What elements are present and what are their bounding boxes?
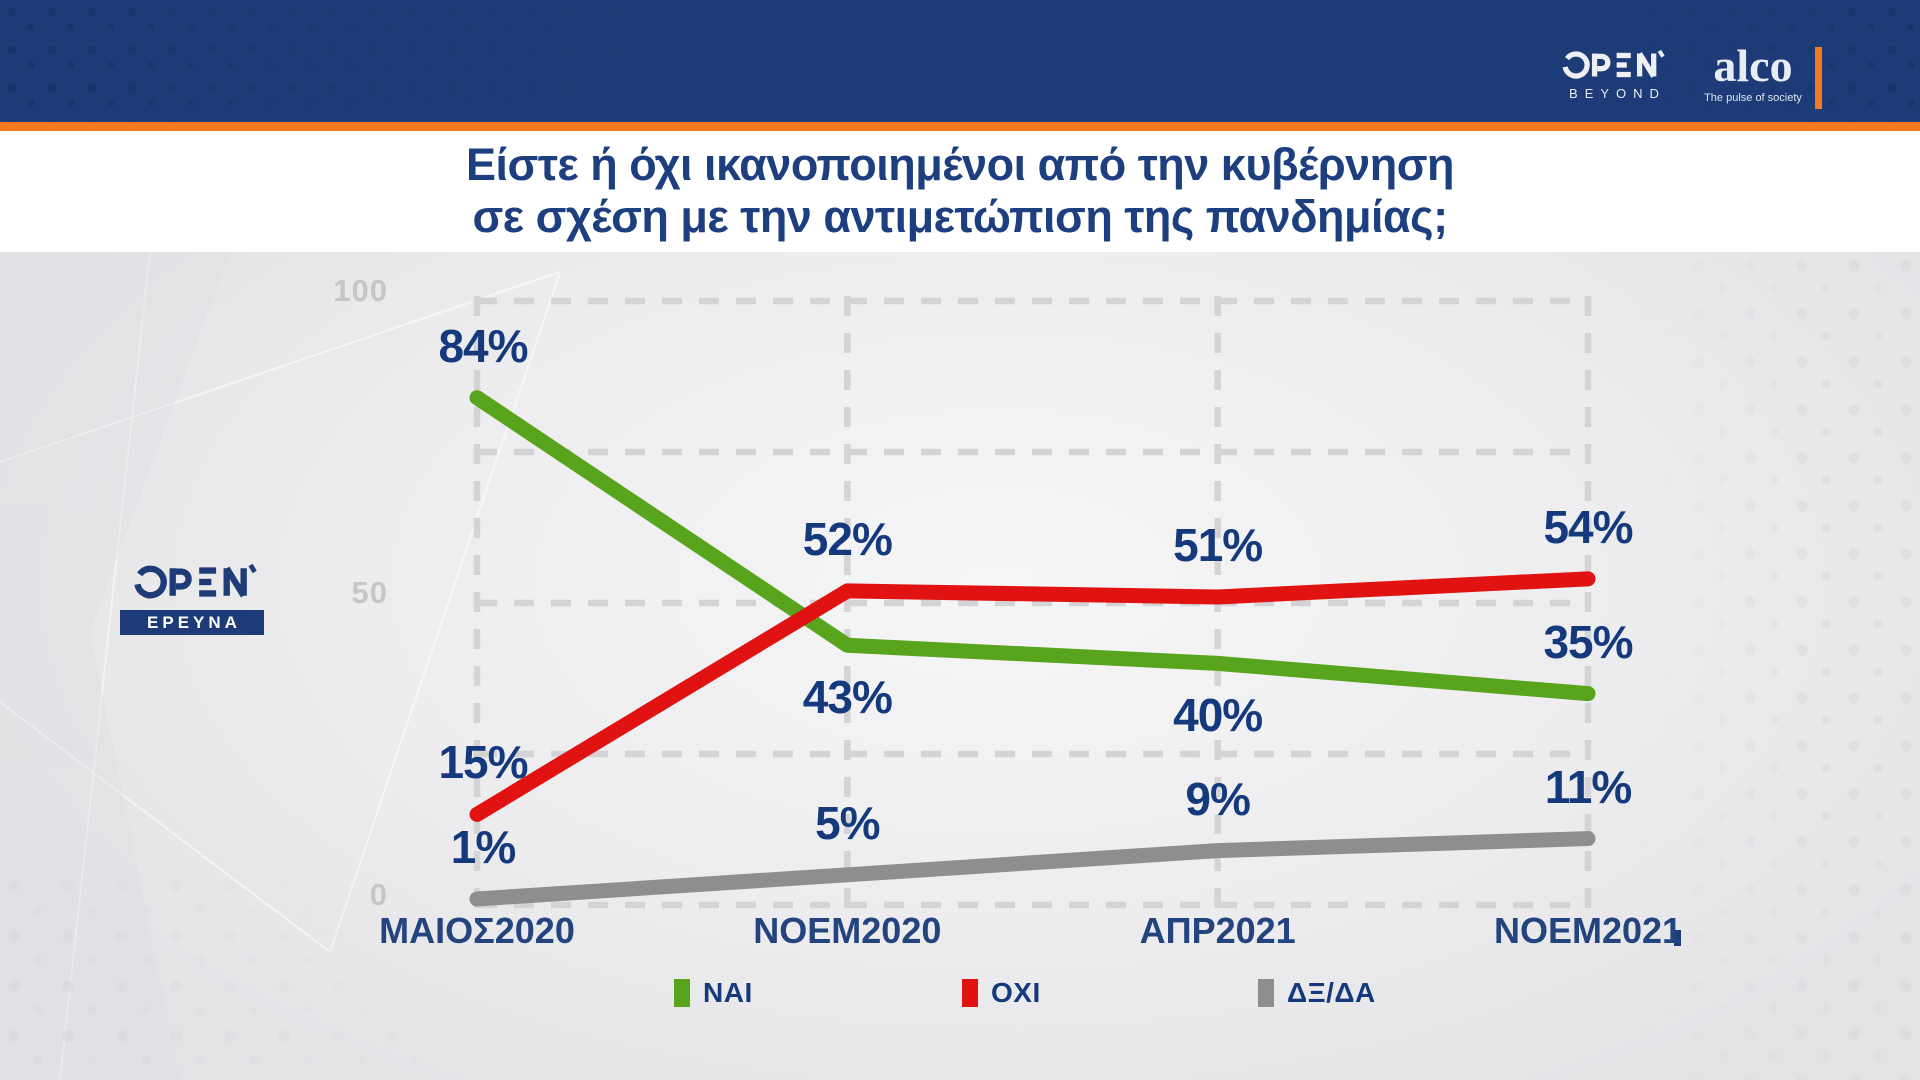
- edge-mark: [1674, 930, 1681, 946]
- ereyna-banner: ΕΡΕΥΝΑ: [120, 610, 264, 635]
- x-axis-label: ΝΟΕΜ2020: [753, 910, 942, 951]
- title-band: Είστε ή όχι ικανοποιημένοι από την κυβέρ…: [0, 131, 1920, 252]
- y-axis-tick: 50: [351, 575, 388, 610]
- header-bar: [0, 0, 1920, 122]
- ereyna-banner-text: ΕΡΕΥΝΑ: [147, 613, 241, 632]
- data-label-ΟΧΙ-ΝΟΕΜ2020: 52%: [802, 512, 893, 565]
- legend-swatch-icon: [962, 979, 978, 1007]
- x-axis-label: ΜΑΙΟΣ2020: [379, 910, 575, 951]
- data-label-ΝΑΙ-ΜΑΙΟΣ2020: 84%: [438, 319, 528, 372]
- data-label-ΟΧΙ-ΜΑΙΟΣ2020: 15%: [438, 736, 528, 789]
- legend-swatch-icon: [1258, 979, 1274, 1007]
- y-axis-tick: 100: [333, 273, 388, 308]
- legend-item-ΔΞ/ΔΑ: ΔΞ/ΔΑ: [1258, 976, 1376, 1010]
- header-accent-line: [0, 122, 1920, 131]
- data-label-ΟΧΙ-ΝΟΕΜ2021: 54%: [1543, 500, 1633, 553]
- data-label-ΔΞ/ΔΑ-ΝΟΕΜ2020: 5%: [815, 796, 880, 849]
- open-beyond-subtext: BEYOND: [1569, 86, 1666, 101]
- y-axis-tick: 0: [369, 877, 388, 912]
- open-wordmark-icon: [1562, 50, 1665, 79]
- legend-label: ΟΧΙ: [991, 977, 1041, 1008]
- x-axis-label: ΑΠΡ2021: [1139, 910, 1296, 951]
- legend-label: ΔΞ/ΔΑ: [1287, 977, 1376, 1008]
- data-label-ΝΑΙ-ΑΠΡ2021: 40%: [1173, 689, 1263, 742]
- open-wordmark-icon: [134, 564, 257, 599]
- data-label-ΔΞ/ΔΑ-ΑΠΡ2021: 9%: [1185, 772, 1250, 825]
- series-line-ΔΞ/ΔΑ: [469, 831, 1596, 907]
- data-label-ΝΑΙ-ΝΟΕΜ2020: 43%: [802, 671, 893, 724]
- title-line-2: σε σχέση με την αντιμετώπιση της πανδημί…: [472, 191, 1448, 242]
- series-line-ΝΑΙ: [469, 390, 1596, 702]
- dot-mosaic-bottom-left: [0, 870, 430, 1080]
- alco-logo: alco The pulse of society: [1703, 40, 1803, 105]
- series-line-ΟΧΙ: [469, 571, 1596, 822]
- title-line-1: Είστε ή όχι ικανοποιημένοι από την κυβέρ…: [466, 139, 1454, 190]
- alco-wordmark: alco: [1713, 40, 1793, 91]
- alco-tagline: The pulse of society: [1704, 92, 1802, 104]
- data-label-ΔΞ/ΔΑ-ΝΟΕΜ2021: 11%: [1544, 760, 1633, 813]
- open-beyond-logo: BEYOND: [1548, 50, 1680, 101]
- data-label-ΝΑΙ-ΝΟΕΜ2021: 35%: [1543, 615, 1633, 668]
- header-dot-fade: [0, 0, 1920, 122]
- alco-accent-bar: [1815, 47, 1822, 109]
- legend-swatch-icon: [674, 979, 690, 1007]
- data-label-ΟΧΙ-ΑΠΡ2021: 51%: [1173, 518, 1263, 571]
- legend-item-ΝΑΙ: ΝΑΙ: [674, 976, 753, 1010]
- x-axis-label: ΝΟΕΜ2021: [1493, 910, 1683, 951]
- open-ereyna-logo: ΕΡΕΥΝΑ: [120, 564, 276, 635]
- page-title: Είστε ή όχι ικανοποιημένοι από την κυβέρ…: [0, 131, 1920, 243]
- data-label-ΔΞ/ΔΑ-ΜΑΙΟΣ2020: 1%: [450, 820, 516, 873]
- legend-label: ΝΑΙ: [703, 977, 753, 1008]
- legend-item-ΟΧΙ: ΟΧΙ: [962, 976, 1041, 1010]
